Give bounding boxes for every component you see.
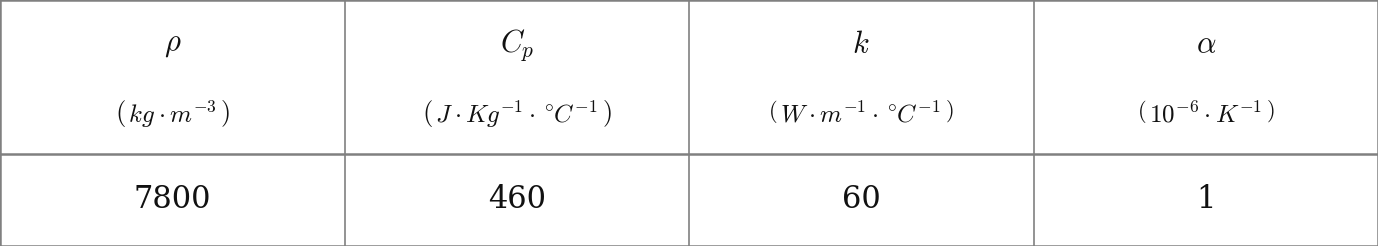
Text: $C_p$: $C_p$ <box>500 27 533 63</box>
Text: $\rho$: $\rho$ <box>164 31 181 59</box>
Text: $k$: $k$ <box>853 31 870 59</box>
Text: $\left(\,W \cdot m^{-1} \cdot {^\circ\!}C^{-1}\,\right)$: $\left(\,W \cdot m^{-1} \cdot {^\circ\!}… <box>769 100 954 127</box>
Text: $\left(\,kg \cdot m^{-3}\,\right)$: $\left(\,kg \cdot m^{-3}\,\right)$ <box>114 98 230 129</box>
Text: 7800: 7800 <box>134 184 211 215</box>
Text: 460: 460 <box>488 184 546 215</box>
Text: 1: 1 <box>1196 184 1215 215</box>
Text: $\alpha$: $\alpha$ <box>1196 31 1215 59</box>
Text: $\left(\,10^{-6} \cdot K^{-1}\,\right)$: $\left(\,10^{-6} \cdot K^{-1}\,\right)$ <box>1137 100 1275 127</box>
Text: 60: 60 <box>842 184 881 215</box>
Text: $\left(\,J \cdot Kg^{-1} \cdot {^\circ\!}C^{-1}\,\right)$: $\left(\,J \cdot Kg^{-1} \cdot {^\circ\!… <box>422 98 612 129</box>
